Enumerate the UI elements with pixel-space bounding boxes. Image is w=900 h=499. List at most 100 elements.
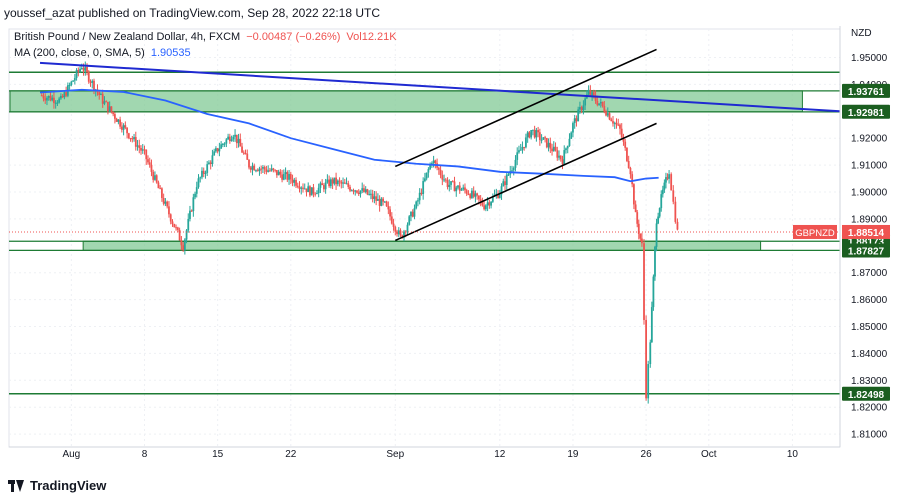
candle-body bbox=[500, 186, 503, 195]
candle-body bbox=[319, 183, 322, 188]
candle-body bbox=[486, 202, 489, 206]
candle-body bbox=[260, 168, 263, 170]
candle-body bbox=[375, 196, 378, 201]
candle-body bbox=[450, 181, 452, 185]
candle-body bbox=[357, 192, 360, 195]
candle-body bbox=[183, 239, 186, 251]
candle-body bbox=[584, 98, 587, 106]
candle-body bbox=[215, 148, 217, 152]
published-caption: youssef_azat published on TradingView.co… bbox=[4, 6, 381, 20]
candle-body bbox=[504, 181, 506, 185]
candle-body bbox=[511, 170, 513, 172]
candle-body bbox=[526, 132, 529, 138]
candle-body bbox=[317, 187, 320, 194]
candle-body bbox=[554, 146, 557, 151]
candle-body bbox=[422, 181, 425, 194]
candle-body bbox=[65, 92, 68, 96]
candle-body bbox=[668, 174, 670, 179]
candle-body bbox=[195, 187, 198, 194]
ma-line-layer bbox=[39, 88, 659, 183]
candle-body bbox=[434, 160, 437, 164]
candle-body bbox=[382, 198, 385, 202]
candle-body bbox=[631, 174, 634, 185]
candle-body bbox=[169, 214, 172, 222]
candle-body bbox=[599, 101, 602, 104]
candle-body bbox=[462, 187, 465, 190]
candle-body bbox=[352, 190, 355, 192]
y-tick-label: 1.86000 bbox=[851, 295, 888, 306]
candle-body bbox=[558, 155, 560, 158]
candle-body bbox=[159, 188, 162, 190]
candle-body bbox=[406, 224, 409, 232]
candle-body bbox=[606, 113, 609, 116]
candle-body bbox=[521, 146, 524, 150]
candle-body bbox=[298, 186, 301, 189]
candle-body bbox=[117, 119, 120, 122]
candle-body bbox=[641, 238, 643, 244]
price-badge bbox=[842, 224, 890, 239]
symbol-volume: Vol12.21K bbox=[346, 31, 397, 43]
candle-body bbox=[91, 80, 94, 83]
y-tick-label: 1.87000 bbox=[851, 268, 888, 279]
candle-body bbox=[368, 194, 371, 196]
y-tick-label: 1.85000 bbox=[851, 322, 888, 333]
candle-body bbox=[615, 122, 618, 125]
candle-body bbox=[119, 119, 122, 127]
candle-body bbox=[162, 197, 165, 204]
candle-body bbox=[127, 133, 130, 139]
candle-body bbox=[343, 182, 346, 184]
x-tick-label: Sep bbox=[386, 449, 404, 460]
candle-body bbox=[418, 192, 421, 201]
candle-body bbox=[213, 151, 216, 156]
candle-body bbox=[176, 227, 179, 230]
candle-body bbox=[525, 137, 527, 148]
candle-body bbox=[208, 162, 210, 165]
candle-body bbox=[166, 201, 169, 207]
candle-body bbox=[322, 185, 325, 190]
candle-body bbox=[394, 226, 397, 232]
candle-body bbox=[60, 95, 62, 99]
candle-body bbox=[251, 165, 254, 170]
candle-body bbox=[107, 101, 109, 112]
candle-body bbox=[248, 159, 250, 168]
candle-body bbox=[448, 184, 451, 188]
candle-body bbox=[537, 130, 540, 133]
candle-body bbox=[410, 211, 412, 217]
candle-body bbox=[430, 163, 433, 165]
candle-body bbox=[178, 229, 181, 241]
candle-body bbox=[286, 172, 289, 180]
candle-body bbox=[255, 170, 257, 172]
x-tick-label: 26 bbox=[641, 449, 653, 460]
candle-body bbox=[335, 177, 337, 185]
candle-body bbox=[336, 180, 339, 185]
candle-body bbox=[120, 126, 123, 130]
candle-body bbox=[263, 167, 266, 170]
candle-body bbox=[296, 185, 299, 187]
y-tick-label: 1.95000 bbox=[851, 53, 888, 64]
descending-trendline bbox=[39, 61, 840, 113]
candle-body bbox=[190, 210, 193, 212]
candle-body bbox=[349, 186, 351, 191]
candlestick-chart[interactable]: NZD1.950001.940001.920001.910001.900001.… bbox=[0, 26, 900, 472]
candle-body bbox=[483, 205, 486, 210]
candle-body bbox=[629, 167, 632, 175]
candle-body bbox=[624, 141, 627, 148]
candle-body bbox=[124, 125, 127, 128]
candle-body bbox=[674, 201, 677, 222]
y-tick-label: 1.84000 bbox=[851, 349, 888, 360]
symbol-badge bbox=[793, 224, 837, 239]
candle-body bbox=[443, 179, 445, 181]
candle-body bbox=[549, 142, 552, 149]
candle-body bbox=[380, 198, 383, 206]
candle-body bbox=[457, 185, 459, 188]
candle-body bbox=[46, 97, 48, 101]
candle-body bbox=[647, 364, 650, 399]
candle-body bbox=[253, 165, 256, 171]
x-axis[interactable]: Aug 8 15 22 Sep 12 19 26 Oct 10 bbox=[9, 446, 840, 460]
candle-body bbox=[528, 132, 531, 138]
candle-body bbox=[643, 243, 645, 320]
candle-body bbox=[666, 177, 669, 179]
candle-body bbox=[305, 188, 308, 193]
candle-body bbox=[660, 194, 663, 209]
